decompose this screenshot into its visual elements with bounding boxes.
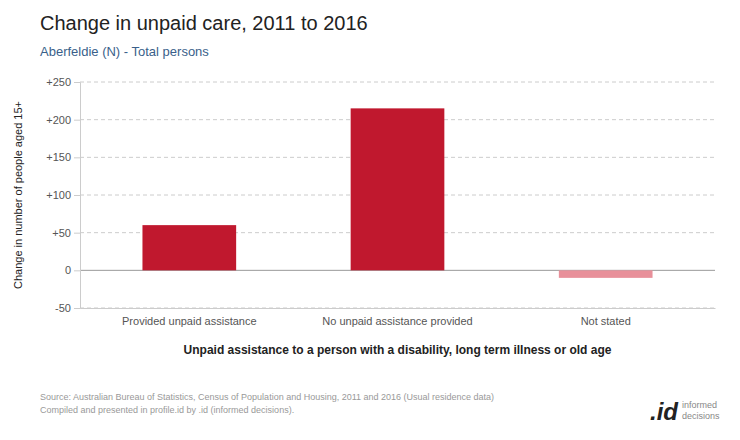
subtitle: Aberfeldie (N) - Total persons bbox=[40, 44, 209, 59]
y-tick-label: +200 bbox=[46, 114, 71, 126]
x-axis-line bbox=[81, 308, 716, 309]
grid-line bbox=[80, 82, 715, 83]
y-axis: -50 0 +50 +100 +150 +200 +250 bbox=[46, 76, 80, 314]
y-tick: +100 bbox=[46, 189, 80, 201]
bar bbox=[351, 108, 445, 270]
logo-tagline-line: decisions bbox=[682, 411, 720, 421]
logo-tagline-line: informed bbox=[682, 400, 717, 410]
x-tick-label: Not stated bbox=[581, 315, 631, 327]
y-tick-label: +250 bbox=[46, 76, 71, 88]
chart-container: Change in unpaid care, 2011 to 2016 Aberf… bbox=[0, 0, 740, 440]
x-tick: Not stated bbox=[581, 308, 631, 327]
y-tick-mark bbox=[74, 270, 80, 271]
x-tick-label: Provided unpaid assistance bbox=[122, 315, 257, 327]
grid-line bbox=[80, 308, 715, 309]
bar bbox=[142, 225, 236, 270]
y-tick: -50 bbox=[55, 302, 80, 314]
y-tick-mark bbox=[74, 120, 80, 121]
y-tick: +250 bbox=[46, 76, 80, 88]
y-tick-label: -50 bbox=[55, 302, 71, 314]
y-tick: 0 bbox=[65, 264, 80, 276]
y-tick-mark bbox=[74, 308, 80, 309]
y-tick-label: +150 bbox=[46, 151, 71, 163]
y-tick-label: 0 bbox=[65, 264, 71, 276]
source-line: Compiled and presented in profile.id by … bbox=[40, 405, 294, 415]
title: Change in unpaid care, 2011 to 2016 bbox=[40, 12, 368, 34]
logo: .id bbox=[650, 398, 679, 425]
plot-area: -50 0 +50 +100 +150 +200 +250 Provided unpaid a… bbox=[46, 76, 715, 327]
y-tick: +150 bbox=[46, 151, 80, 163]
y-tick-mark bbox=[74, 195, 80, 196]
x-tick-label: No unpaid assistance provided bbox=[322, 315, 472, 327]
y-tick: +50 bbox=[52, 227, 80, 239]
x-tick: No unpaid assistance provided bbox=[322, 308, 472, 327]
y-tick-label: +100 bbox=[46, 189, 71, 201]
chart-svg: Change in unpaid care, 2011 to 2016 Aberf… bbox=[0, 0, 740, 440]
bars bbox=[142, 108, 652, 278]
x-axis-title: Unpaid assistance to a person with a dis… bbox=[184, 343, 612, 357]
y-tick: +200 bbox=[46, 114, 80, 126]
y-axis-title: Change in number of people aged 15+ bbox=[12, 101, 24, 289]
y-tick-mark bbox=[74, 233, 80, 234]
y-tick-mark bbox=[74, 82, 80, 83]
source-line: Source: Australian Bureau of Statistics,… bbox=[40, 392, 494, 402]
y-axis-line bbox=[74, 83, 81, 309]
bar bbox=[559, 270, 653, 278]
x-tick: Provided unpaid assistance bbox=[122, 308, 257, 327]
y-tick-label: +50 bbox=[52, 227, 71, 239]
y-tick-mark bbox=[74, 157, 80, 158]
grid bbox=[80, 82, 715, 308]
x-axis: Provided unpaid assistance No unpaid assi… bbox=[81, 308, 716, 327]
logo-tagline: informeddecisions bbox=[682, 400, 720, 421]
